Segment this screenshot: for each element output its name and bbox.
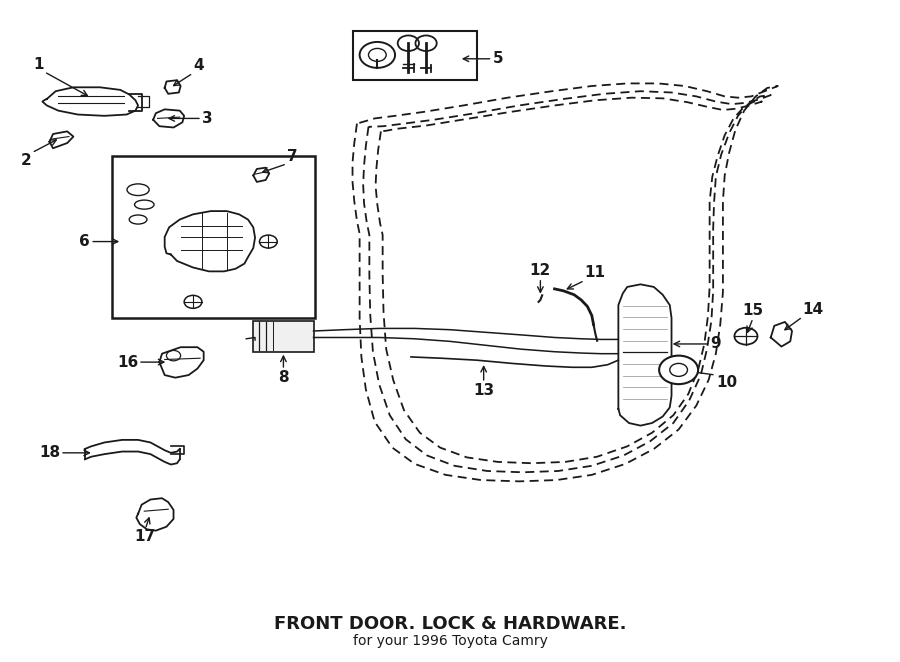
- Text: 12: 12: [530, 263, 551, 278]
- Text: for your 1996 Toyota Camry: for your 1996 Toyota Camry: [353, 634, 547, 648]
- Text: 14: 14: [803, 302, 824, 316]
- Text: 10: 10: [716, 375, 737, 390]
- Text: 3: 3: [202, 111, 212, 126]
- Text: 17: 17: [135, 530, 156, 544]
- Circle shape: [659, 355, 698, 384]
- Text: 1: 1: [33, 57, 44, 71]
- Bar: [112, 156, 315, 318]
- Text: 9: 9: [710, 336, 721, 352]
- Text: 8: 8: [278, 370, 289, 385]
- Circle shape: [734, 328, 758, 345]
- Text: 11: 11: [585, 265, 606, 281]
- Bar: [253, 320, 313, 352]
- Text: 2: 2: [21, 153, 32, 167]
- Text: 7: 7: [287, 149, 298, 164]
- Text: 15: 15: [742, 303, 763, 318]
- Text: 18: 18: [39, 446, 60, 460]
- Text: 6: 6: [79, 234, 90, 249]
- Text: FRONT DOOR. LOCK & HARDWARE.: FRONT DOOR. LOCK & HARDWARE.: [274, 615, 626, 633]
- Text: 13: 13: [473, 383, 494, 398]
- Text: 4: 4: [193, 58, 203, 73]
- Text: 5: 5: [492, 51, 503, 66]
- Text: 16: 16: [117, 355, 138, 369]
- Bar: [353, 31, 477, 79]
